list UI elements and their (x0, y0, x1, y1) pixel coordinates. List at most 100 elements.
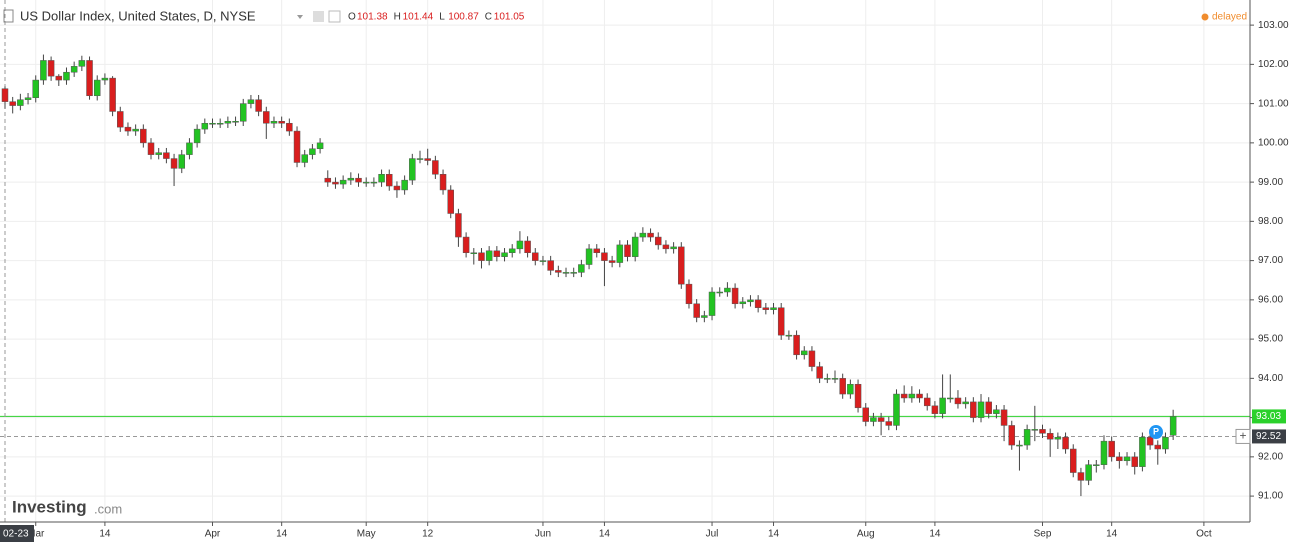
candle-body (485, 250, 493, 261)
candle-body (578, 264, 585, 273)
candle-body (247, 99, 255, 104)
candle-body (862, 407, 869, 422)
candle-body (432, 160, 439, 175)
candle-body (647, 232, 654, 238)
candle-body (631, 236, 639, 257)
candle-body (947, 397, 954, 400)
candle-body (239, 103, 247, 122)
candle-body (985, 401, 992, 414)
candle-body (601, 252, 608, 261)
candle-body (1039, 429, 1046, 434)
candle-body (831, 378, 839, 380)
ohlc-value: 101.44 (403, 12, 434, 23)
candle-body (670, 246, 677, 250)
candle-body (1031, 429, 1039, 431)
candle-body (754, 299, 762, 308)
candle-body (378, 174, 385, 183)
candle-body (362, 181, 370, 184)
axis-labels: 91.0092.0093.0094.0095.0096.0097.0098.00… (0, 20, 1289, 542)
p-marker-letter: P (1153, 426, 1159, 436)
candle-body (186, 142, 193, 155)
candle-body (716, 291, 723, 294)
candle-body (977, 401, 985, 418)
candle-body (654, 236, 662, 246)
candle-body (401, 179, 408, 191)
status-dot (1201, 13, 1209, 21)
crosshair-plus-box[interactable] (1235, 428, 1251, 444)
candle-body (532, 252, 539, 261)
x-tick-label: 14 (1106, 529, 1118, 540)
candle-body (908, 393, 916, 399)
candle-body (1146, 436, 1154, 446)
candle-body (278, 121, 285, 124)
candle-body (547, 260, 554, 271)
candle-body (555, 270, 562, 273)
x-tick-label: 14 (599, 529, 611, 540)
candle-body (793, 334, 800, 356)
candle-body (1108, 440, 1115, 458)
candle-body (255, 99, 262, 112)
candle-body (32, 79, 39, 98)
candle-body (447, 189, 454, 214)
candle-body (324, 177, 332, 183)
x-tick-label: Jun (535, 529, 551, 540)
candle-body (1169, 416, 1177, 436)
brand-name: Investing (12, 497, 87, 516)
ohlc-value: 101.05 (494, 12, 525, 23)
candle-body (931, 405, 939, 414)
crosshair-date-label: 02-23 (3, 529, 29, 540)
x-tick-label: 14 (768, 529, 780, 540)
x-tick-label: Aug (857, 529, 875, 540)
p-marker[interactable] (1149, 425, 1163, 439)
candle-body (117, 111, 124, 128)
candle-body (939, 397, 946, 414)
y-tick-label: 95.00 (1258, 334, 1283, 345)
candle-body (132, 128, 139, 132)
brand: Investing .com (12, 497, 122, 516)
x-tick-label: Jul (706, 529, 719, 540)
candle-body (1093, 464, 1100, 466)
candle-body (1054, 436, 1062, 440)
x-tick-label: Apr (205, 529, 221, 540)
candle-body (1046, 433, 1054, 440)
candle-body (1162, 436, 1169, 450)
candle-body (263, 111, 270, 124)
candle-body (916, 393, 923, 399)
y-tick-label: 94.00 (1258, 373, 1283, 384)
candle-body (923, 397, 931, 407)
candle-body (393, 185, 401, 191)
candle-body (685, 283, 693, 305)
y-tick-label: 96.00 (1258, 294, 1283, 305)
y-tick-label: 91.00 (1258, 491, 1283, 502)
candle-body (870, 417, 877, 422)
candle-body (962, 401, 969, 405)
candle-body (470, 252, 478, 255)
candle-body (416, 158, 424, 160)
candle-body (124, 126, 132, 132)
candle-body (1139, 436, 1146, 467)
candle-body (678, 246, 685, 285)
candle-body (1123, 456, 1131, 462)
candle-body (193, 128, 201, 144)
y-tick-label: 98.00 (1258, 216, 1283, 227)
candle-body (739, 301, 747, 305)
close-icon[interactable] (328, 10, 341, 23)
candle-body (954, 397, 962, 405)
candle-body (9, 101, 16, 106)
candle-body (893, 393, 900, 426)
candle-body (1062, 436, 1069, 450)
settings-icon[interactable] (313, 11, 324, 22)
candle-body (777, 307, 785, 336)
candle-body (1069, 448, 1077, 473)
candle-body (970, 401, 977, 418)
grid (0, 0, 1250, 522)
candle-body (478, 252, 485, 261)
candle-body (524, 240, 531, 254)
y-tick-label: 99.00 (1258, 177, 1283, 188)
title-dropdown[interactable] (297, 15, 303, 19)
symbol-icon[interactable] (3, 9, 14, 23)
candle-body (301, 154, 308, 163)
candles (1, 54, 1177, 497)
candle-body (270, 121, 278, 124)
candle-body (1077, 472, 1085, 481)
